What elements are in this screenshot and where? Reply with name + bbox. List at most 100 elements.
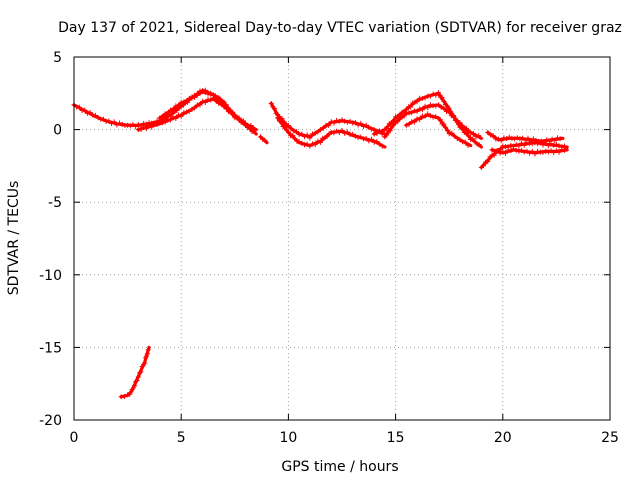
data-point [315, 138, 321, 144]
data-point [360, 123, 366, 129]
data-point [197, 88, 203, 94]
series-track [258, 134, 269, 145]
data-point [154, 122, 160, 128]
x-tick-label: 10 [279, 430, 297, 446]
data-point [109, 121, 115, 127]
data-point [540, 149, 546, 155]
data-point [417, 117, 423, 123]
data-point [430, 91, 436, 97]
data-point [299, 131, 305, 137]
data-point [355, 122, 361, 128]
data-point [530, 136, 536, 142]
data-point [422, 95, 428, 101]
data-point [465, 142, 471, 148]
data-point [476, 142, 482, 148]
data-point [142, 360, 148, 366]
data-point [397, 112, 403, 118]
data-point [162, 119, 168, 125]
data-point [509, 135, 515, 141]
data-point [106, 118, 112, 124]
data-point [444, 128, 450, 134]
data-point [511, 146, 517, 152]
data-point [200, 98, 206, 104]
data-point [282, 123, 288, 129]
data-point [446, 105, 452, 111]
data-point [288, 126, 294, 132]
data-point [561, 143, 567, 149]
data-point [559, 146, 565, 152]
data-point [279, 116, 285, 122]
y-tick-label: 5 [53, 50, 62, 66]
data-point [441, 121, 447, 127]
data-point [504, 136, 510, 142]
data-point [406, 121, 412, 127]
data-point [145, 347, 151, 353]
data-point [135, 374, 141, 380]
data-point [551, 142, 557, 148]
data-point [192, 105, 198, 111]
y-axis-label: SDTVAR / TECUs [6, 181, 22, 296]
data-point [371, 139, 377, 145]
data-point [331, 120, 337, 126]
data-point [76, 104, 82, 110]
data-point [202, 87, 208, 93]
data-point [500, 143, 506, 149]
data-point [439, 94, 445, 100]
data-point [519, 140, 525, 146]
data-point [87, 109, 93, 115]
x-tick-label: 15 [387, 430, 405, 446]
data-point [470, 136, 476, 142]
data-point [165, 111, 171, 117]
data-point [529, 141, 535, 147]
data-point [290, 132, 296, 138]
data-point [125, 122, 131, 128]
data-point [557, 136, 563, 142]
data-point [490, 133, 496, 139]
data-point [143, 126, 149, 132]
data-point [409, 110, 415, 116]
data-point [189, 95, 195, 101]
data-point [186, 108, 192, 114]
data-point [202, 99, 208, 105]
data-point [512, 136, 518, 142]
data-point [114, 122, 120, 128]
data-point [184, 109, 190, 115]
data-point [347, 118, 353, 124]
data-point [500, 149, 506, 155]
data-point [524, 148, 530, 154]
data-point [561, 147, 567, 153]
series-track [135, 95, 258, 136]
data-point [422, 103, 428, 109]
data-point [271, 106, 277, 112]
data-point [310, 141, 316, 147]
data-point [521, 142, 527, 148]
data-point [234, 114, 240, 120]
data-point [528, 138, 534, 144]
data-point [533, 137, 539, 143]
plot-frame [73, 56, 611, 421]
series-track [371, 90, 483, 149]
data-point [95, 115, 101, 121]
data-point [278, 119, 284, 125]
data-point [374, 138, 380, 144]
data-point [522, 137, 528, 143]
data-point [248, 122, 254, 128]
data-point [446, 131, 452, 137]
y-tick-label: -20 [39, 413, 62, 429]
data-point [230, 111, 236, 117]
data-point [184, 98, 190, 104]
data-point [455, 121, 461, 127]
data-point [358, 134, 364, 140]
data-point [121, 394, 127, 400]
x-tick-label: 20 [494, 430, 512, 446]
data-point [546, 138, 552, 144]
data-point [384, 125, 390, 131]
series-track [118, 345, 151, 400]
data-point [508, 142, 514, 148]
data-point [532, 151, 538, 157]
data-point [535, 148, 541, 154]
y-tick-label: -5 [48, 195, 62, 211]
data-point [157, 115, 163, 121]
data-point [133, 123, 139, 129]
data-point [443, 125, 449, 131]
